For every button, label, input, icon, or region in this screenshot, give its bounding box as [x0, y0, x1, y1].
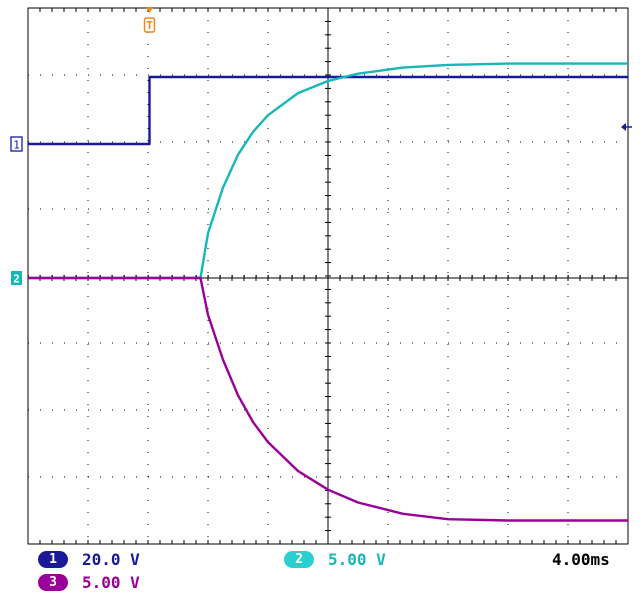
ch2-readout: 2 5.00 V [284, 549, 386, 569]
ch3-badge[interactable]: 3 [38, 573, 68, 591]
trace-ch3 [28, 276, 628, 522]
ch2-badge[interactable]: 2 [284, 550, 314, 568]
trace-ch2 [28, 62, 628, 280]
trace-ch1 [28, 75, 628, 146]
ch2-ground-label: 2 [13, 273, 20, 286]
markers: T 1 2 [10, 7, 632, 286]
ch1-scale: 20.0 V [82, 549, 140, 569]
ch2-ground-marker[interactable] [11, 271, 22, 285]
traces [28, 62, 628, 522]
trigger-marker-box[interactable] [143, 17, 156, 33]
ch3-scale: 5.00 V [82, 572, 140, 592]
trigger-level-arrow-icon [621, 123, 626, 131]
ch1-ground-label: 1 [13, 139, 20, 152]
ch1-badge[interactable]: 1 [38, 550, 68, 568]
ch1-readout: 1 20.0 V [38, 549, 140, 569]
ch2-scale: 5.00 V [328, 549, 386, 569]
trigger-marker-label: T [146, 19, 153, 32]
ch1-ground-marker[interactable] [10, 136, 23, 152]
ch3-readout: 3 5.00 V [38, 572, 140, 592]
trigger-arrow-icon [145, 7, 154, 13]
timebase-readout: 4.00ms [552, 549, 610, 569]
graticule [27, 7, 629, 545]
